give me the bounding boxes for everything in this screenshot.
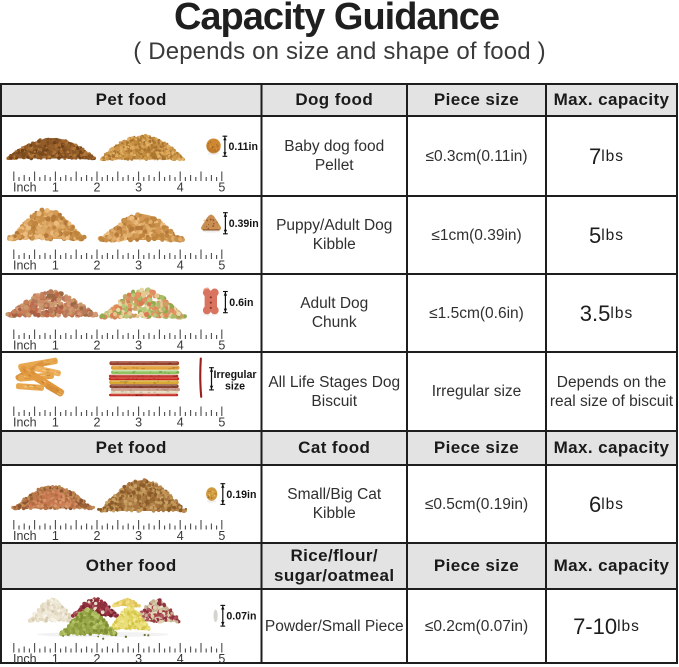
svg-text:3: 3: [135, 529, 142, 543]
svg-text:Inch: Inch: [13, 339, 37, 353]
svg-text:4: 4: [177, 339, 184, 353]
svg-text:4: 4: [177, 259, 184, 273]
svg-text:0.19in: 0.19in: [226, 489, 256, 501]
svg-text:0.6in: 0.6in: [229, 297, 253, 309]
svg-text:1: 1: [52, 339, 59, 353]
svg-text:2: 2: [94, 181, 101, 195]
svg-text:1: 1: [52, 181, 59, 195]
svg-text:Inch: Inch: [13, 259, 37, 273]
svg-text:Inch: Inch: [13, 529, 37, 543]
svg-text:size: size: [225, 381, 245, 393]
svg-text:2: 2: [94, 416, 101, 430]
svg-text:4: 4: [177, 529, 184, 543]
svg-text:2: 2: [94, 529, 101, 543]
svg-text:1: 1: [52, 416, 59, 430]
svg-text:Irregular: Irregular: [214, 369, 257, 381]
svg-text:1: 1: [52, 259, 59, 273]
svg-text:3: 3: [135, 416, 142, 430]
svg-text:4: 4: [177, 181, 184, 195]
svg-text:2: 2: [94, 259, 101, 273]
svg-text:1: 1: [52, 529, 59, 543]
svg-text:3: 3: [135, 181, 142, 195]
svg-text:3: 3: [135, 339, 142, 353]
svg-text:0.11in: 0.11in: [229, 141, 258, 153]
svg-text:5: 5: [218, 529, 225, 543]
svg-text:5: 5: [218, 416, 225, 430]
svg-text:Inch: Inch: [13, 416, 37, 430]
svg-text:2: 2: [94, 339, 101, 353]
svg-text:3: 3: [135, 259, 142, 273]
svg-text:5: 5: [218, 259, 225, 273]
svg-text:Inch: Inch: [13, 181, 37, 195]
svg-text:5: 5: [218, 181, 225, 195]
svg-text:5: 5: [218, 339, 225, 353]
svg-text:4: 4: [177, 416, 184, 430]
svg-text:0.39in: 0.39in: [229, 218, 259, 230]
